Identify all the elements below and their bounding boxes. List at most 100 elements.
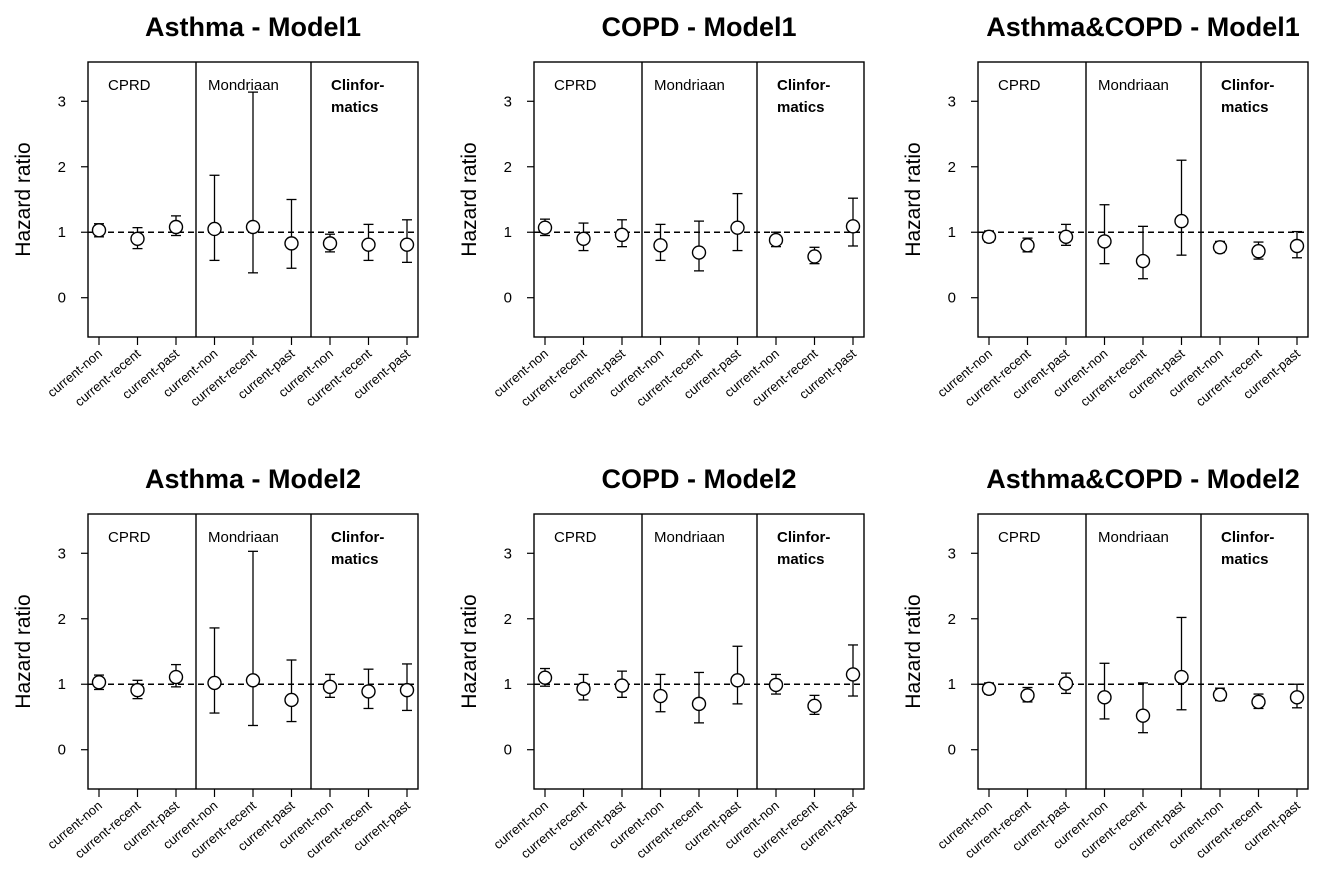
group-label: Clinfor- (1221, 529, 1274, 546)
y-tick-label: 1 (58, 676, 66, 693)
data-point (768, 232, 784, 248)
data-point (807, 249, 822, 264)
panel-5: COPD - Model2 Hazard ratio 0 1 2 3 CPRD Mondria… (458, 464, 865, 862)
group-label: Clinfor- (1221, 77, 1274, 94)
data-point (322, 236, 338, 251)
y-tick-label: 3 (948, 545, 956, 562)
data-point (653, 688, 668, 704)
group-label: Clinfor- (777, 529, 830, 546)
data-point-group (730, 192, 745, 252)
x-tick-label: current-recent (518, 346, 590, 410)
data-point-group (245, 550, 261, 727)
data-point-group (322, 233, 338, 253)
group-label: CPRD (998, 77, 1041, 94)
data-point-group (1212, 240, 1228, 255)
data-point (614, 227, 630, 243)
data-point-group (207, 627, 222, 714)
data-point-group (130, 679, 145, 700)
data-point (768, 677, 784, 693)
data-point-group (807, 694, 822, 716)
data-point (207, 221, 222, 237)
y-axis-label: Hazard ratio (902, 594, 925, 708)
data-point (1135, 253, 1151, 269)
data-point (537, 220, 553, 235)
y-axis-label: Hazard ratio (12, 142, 35, 256)
data-point-group (1058, 223, 1074, 246)
y-tick-label: 0 (504, 742, 512, 759)
panel-6: Asthma&COPD - Model2 Hazard ratio 0 1 2 3 CPRD… (902, 464, 1309, 861)
group-label: matics (777, 99, 825, 116)
y-tick-label: 2 (504, 159, 512, 176)
y-tick-label: 0 (948, 742, 956, 759)
data-point-group (1135, 682, 1151, 734)
x-tick-label: current-recent (1193, 346, 1265, 410)
data-point-group (284, 659, 299, 723)
data-point (130, 682, 145, 698)
group-label: Mondriaan (1098, 77, 1169, 94)
data-point (614, 678, 630, 693)
y-tick-label: 3 (504, 93, 512, 110)
data-point (1289, 690, 1305, 705)
x-tick-label: current-recent (962, 346, 1034, 410)
y-axis-label: Hazard ratio (458, 142, 481, 256)
panel-title: Asthma - Model1 (145, 12, 361, 42)
group-label: Clinfor- (777, 77, 830, 94)
y-tick-label: 0 (58, 742, 66, 759)
data-point (1058, 676, 1074, 691)
panel-title: COPD - Model2 (601, 464, 796, 494)
y-tick-label: 3 (504, 545, 512, 562)
data-point-group (981, 229, 997, 245)
y-tick-label: 0 (948, 290, 956, 307)
data-point-group (168, 663, 184, 688)
data-point (245, 219, 261, 235)
data-point (1174, 669, 1189, 685)
group-label: Mondriaan (654, 529, 725, 546)
data-point-group (1135, 225, 1151, 280)
panel-title: Asthma&COPD - Model1 (986, 12, 1300, 42)
data-point (168, 219, 184, 235)
data-point (1251, 244, 1266, 259)
data-point (576, 231, 591, 246)
x-tick-label: current-recent (749, 798, 821, 862)
data-point-group (1097, 204, 1112, 265)
y-tick-label: 2 (948, 611, 956, 628)
data-point-group (691, 671, 707, 724)
group-label: CPRD (554, 77, 597, 94)
data-point (1058, 229, 1074, 245)
x-tick-label: current-recent (303, 798, 375, 862)
data-point (1097, 234, 1112, 249)
data-point-group (1174, 159, 1189, 256)
y-tick-label: 1 (948, 676, 956, 693)
y-tick-label: 2 (58, 159, 66, 176)
y-tick-label: 1 (948, 224, 956, 241)
data-point-group (1097, 662, 1112, 720)
data-point (1135, 708, 1151, 723)
x-tick-label: current-recent (72, 346, 144, 410)
data-point-group (284, 198, 299, 269)
y-axis-label: Hazard ratio (902, 142, 925, 256)
data-point-group (653, 223, 668, 262)
panel-2: COPD - Model1 Hazard ratio 0 1 2 3 CPRD Mondria… (458, 12, 865, 410)
data-point-group (245, 91, 261, 274)
data-point-group (1058, 672, 1074, 695)
data-point-group (130, 227, 145, 250)
data-point (361, 237, 376, 252)
data-point (845, 219, 861, 234)
data-point (399, 682, 415, 698)
group-label: Mondriaan (208, 529, 279, 546)
data-point-group (361, 668, 376, 710)
y-tick-label: 1 (58, 224, 66, 241)
data-point-group (691, 220, 707, 272)
data-point-group (537, 218, 553, 237)
y-tick-label: 3 (948, 93, 956, 110)
data-point (245, 673, 261, 688)
x-tick-label: current-recent (1077, 346, 1149, 410)
data-point (1251, 694, 1266, 710)
data-point (691, 696, 707, 712)
data-point-group (614, 219, 630, 248)
panel-title: COPD - Model1 (601, 12, 796, 42)
data-point (130, 231, 145, 246)
group-label: Mondriaan (208, 77, 279, 94)
x-tick-label: current-recent (633, 798, 705, 862)
